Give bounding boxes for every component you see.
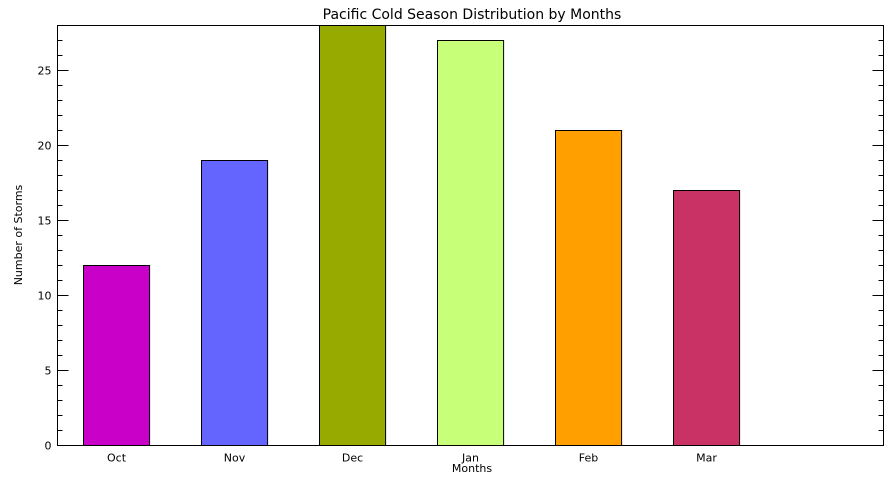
x-ticks-group: Oct Nov Dec Jan Feb Mar	[107, 452, 717, 465]
x-axis-label: Months	[452, 462, 492, 475]
x-tick-label-jan: Jan	[461, 452, 479, 465]
bar-dec	[319, 25, 387, 446]
x-tick-label-feb: Feb	[579, 452, 598, 465]
y-tick-label-15: 15	[38, 215, 52, 228]
bars-group	[83, 25, 741, 446]
chart-title: Pacific Cold Season Distribution by Mont…	[323, 7, 622, 23]
y-tick-label-10: 10	[38, 290, 52, 303]
x-tick-label-mar: Mar	[696, 452, 717, 465]
y-tick-label-20: 20	[38, 140, 52, 153]
bar-jan	[437, 40, 505, 446]
y-tick-label-0: 0	[45, 440, 52, 453]
y-tick-label-5: 5	[45, 365, 52, 378]
x-tick-label-nov: Nov	[224, 452, 246, 465]
y-axis-label: Number of Storms	[12, 184, 25, 285]
x-tick-label-oct: Oct	[107, 452, 127, 465]
bar-feb	[555, 130, 623, 446]
bar-nov	[201, 160, 269, 446]
bar-mar	[673, 190, 741, 446]
y-tick-label-25: 25	[38, 65, 52, 78]
y-ticks-group: 0 5 10 15 20 25	[38, 25, 884, 453]
x-tick-label-dec: Dec	[342, 452, 363, 465]
bar-oct	[83, 265, 151, 446]
